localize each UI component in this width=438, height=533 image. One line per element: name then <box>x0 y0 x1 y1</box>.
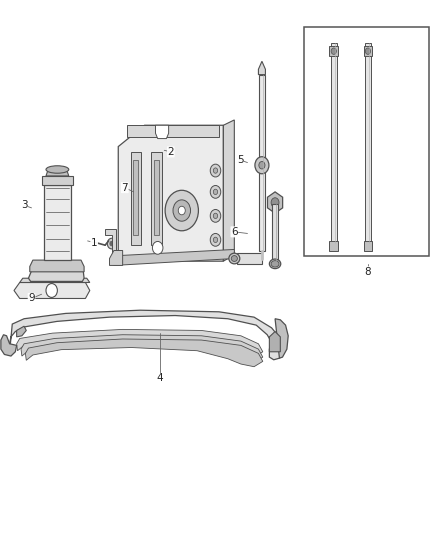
Polygon shape <box>155 125 169 139</box>
Circle shape <box>213 237 218 243</box>
Circle shape <box>107 238 116 249</box>
Polygon shape <box>1 335 17 356</box>
Polygon shape <box>14 282 90 298</box>
Bar <box>365 43 371 243</box>
Polygon shape <box>114 249 234 265</box>
Polygon shape <box>105 229 116 259</box>
Text: 1: 1 <box>91 238 98 247</box>
Polygon shape <box>28 266 84 281</box>
Text: 6: 6 <box>231 227 238 237</box>
Bar <box>329 46 338 56</box>
Circle shape <box>183 144 192 156</box>
Text: 2: 2 <box>167 147 174 157</box>
Polygon shape <box>10 310 284 360</box>
Bar <box>42 176 73 185</box>
Bar <box>154 160 159 235</box>
Circle shape <box>331 48 336 54</box>
Circle shape <box>210 233 221 246</box>
Polygon shape <box>269 332 280 352</box>
Polygon shape <box>131 152 141 245</box>
Bar <box>364 46 372 56</box>
Polygon shape <box>110 251 123 265</box>
Circle shape <box>165 190 198 231</box>
Text: 3: 3 <box>21 200 28 210</box>
Bar <box>44 185 71 260</box>
Circle shape <box>259 161 265 169</box>
Text: 8: 8 <box>364 267 371 277</box>
Circle shape <box>210 164 221 177</box>
Bar <box>329 241 338 251</box>
Ellipse shape <box>231 255 237 262</box>
Text: 4: 4 <box>156 374 163 383</box>
Polygon shape <box>275 319 288 358</box>
Circle shape <box>186 148 189 152</box>
Text: 9: 9 <box>28 294 35 303</box>
Ellipse shape <box>271 261 279 267</box>
Polygon shape <box>17 326 26 337</box>
Circle shape <box>152 241 163 254</box>
Ellipse shape <box>46 166 69 173</box>
Bar <box>272 204 278 261</box>
Circle shape <box>255 157 269 174</box>
Polygon shape <box>25 339 263 367</box>
Polygon shape <box>268 192 283 213</box>
Bar <box>331 43 337 243</box>
Bar <box>364 241 372 251</box>
Circle shape <box>210 209 221 222</box>
Polygon shape <box>17 329 263 357</box>
Circle shape <box>213 189 218 195</box>
Polygon shape <box>30 260 84 272</box>
Ellipse shape <box>269 259 281 269</box>
Polygon shape <box>46 169 69 176</box>
Bar <box>237 253 262 264</box>
Polygon shape <box>151 152 162 245</box>
Ellipse shape <box>229 253 240 264</box>
Circle shape <box>271 198 279 207</box>
Circle shape <box>365 48 371 54</box>
Circle shape <box>110 241 113 246</box>
Polygon shape <box>21 335 263 362</box>
Polygon shape <box>118 125 223 261</box>
Polygon shape <box>258 61 265 75</box>
Bar <box>133 160 138 235</box>
Polygon shape <box>223 120 234 261</box>
Text: 7: 7 <box>121 183 128 192</box>
Circle shape <box>46 284 57 297</box>
Circle shape <box>210 185 221 198</box>
Polygon shape <box>20 278 90 282</box>
Text: 5: 5 <box>237 155 244 165</box>
Circle shape <box>178 206 185 215</box>
Circle shape <box>213 213 218 219</box>
Bar <box>304 27 429 256</box>
Circle shape <box>173 200 191 221</box>
Bar <box>259 75 265 251</box>
Polygon shape <box>127 125 219 137</box>
Circle shape <box>213 168 218 173</box>
